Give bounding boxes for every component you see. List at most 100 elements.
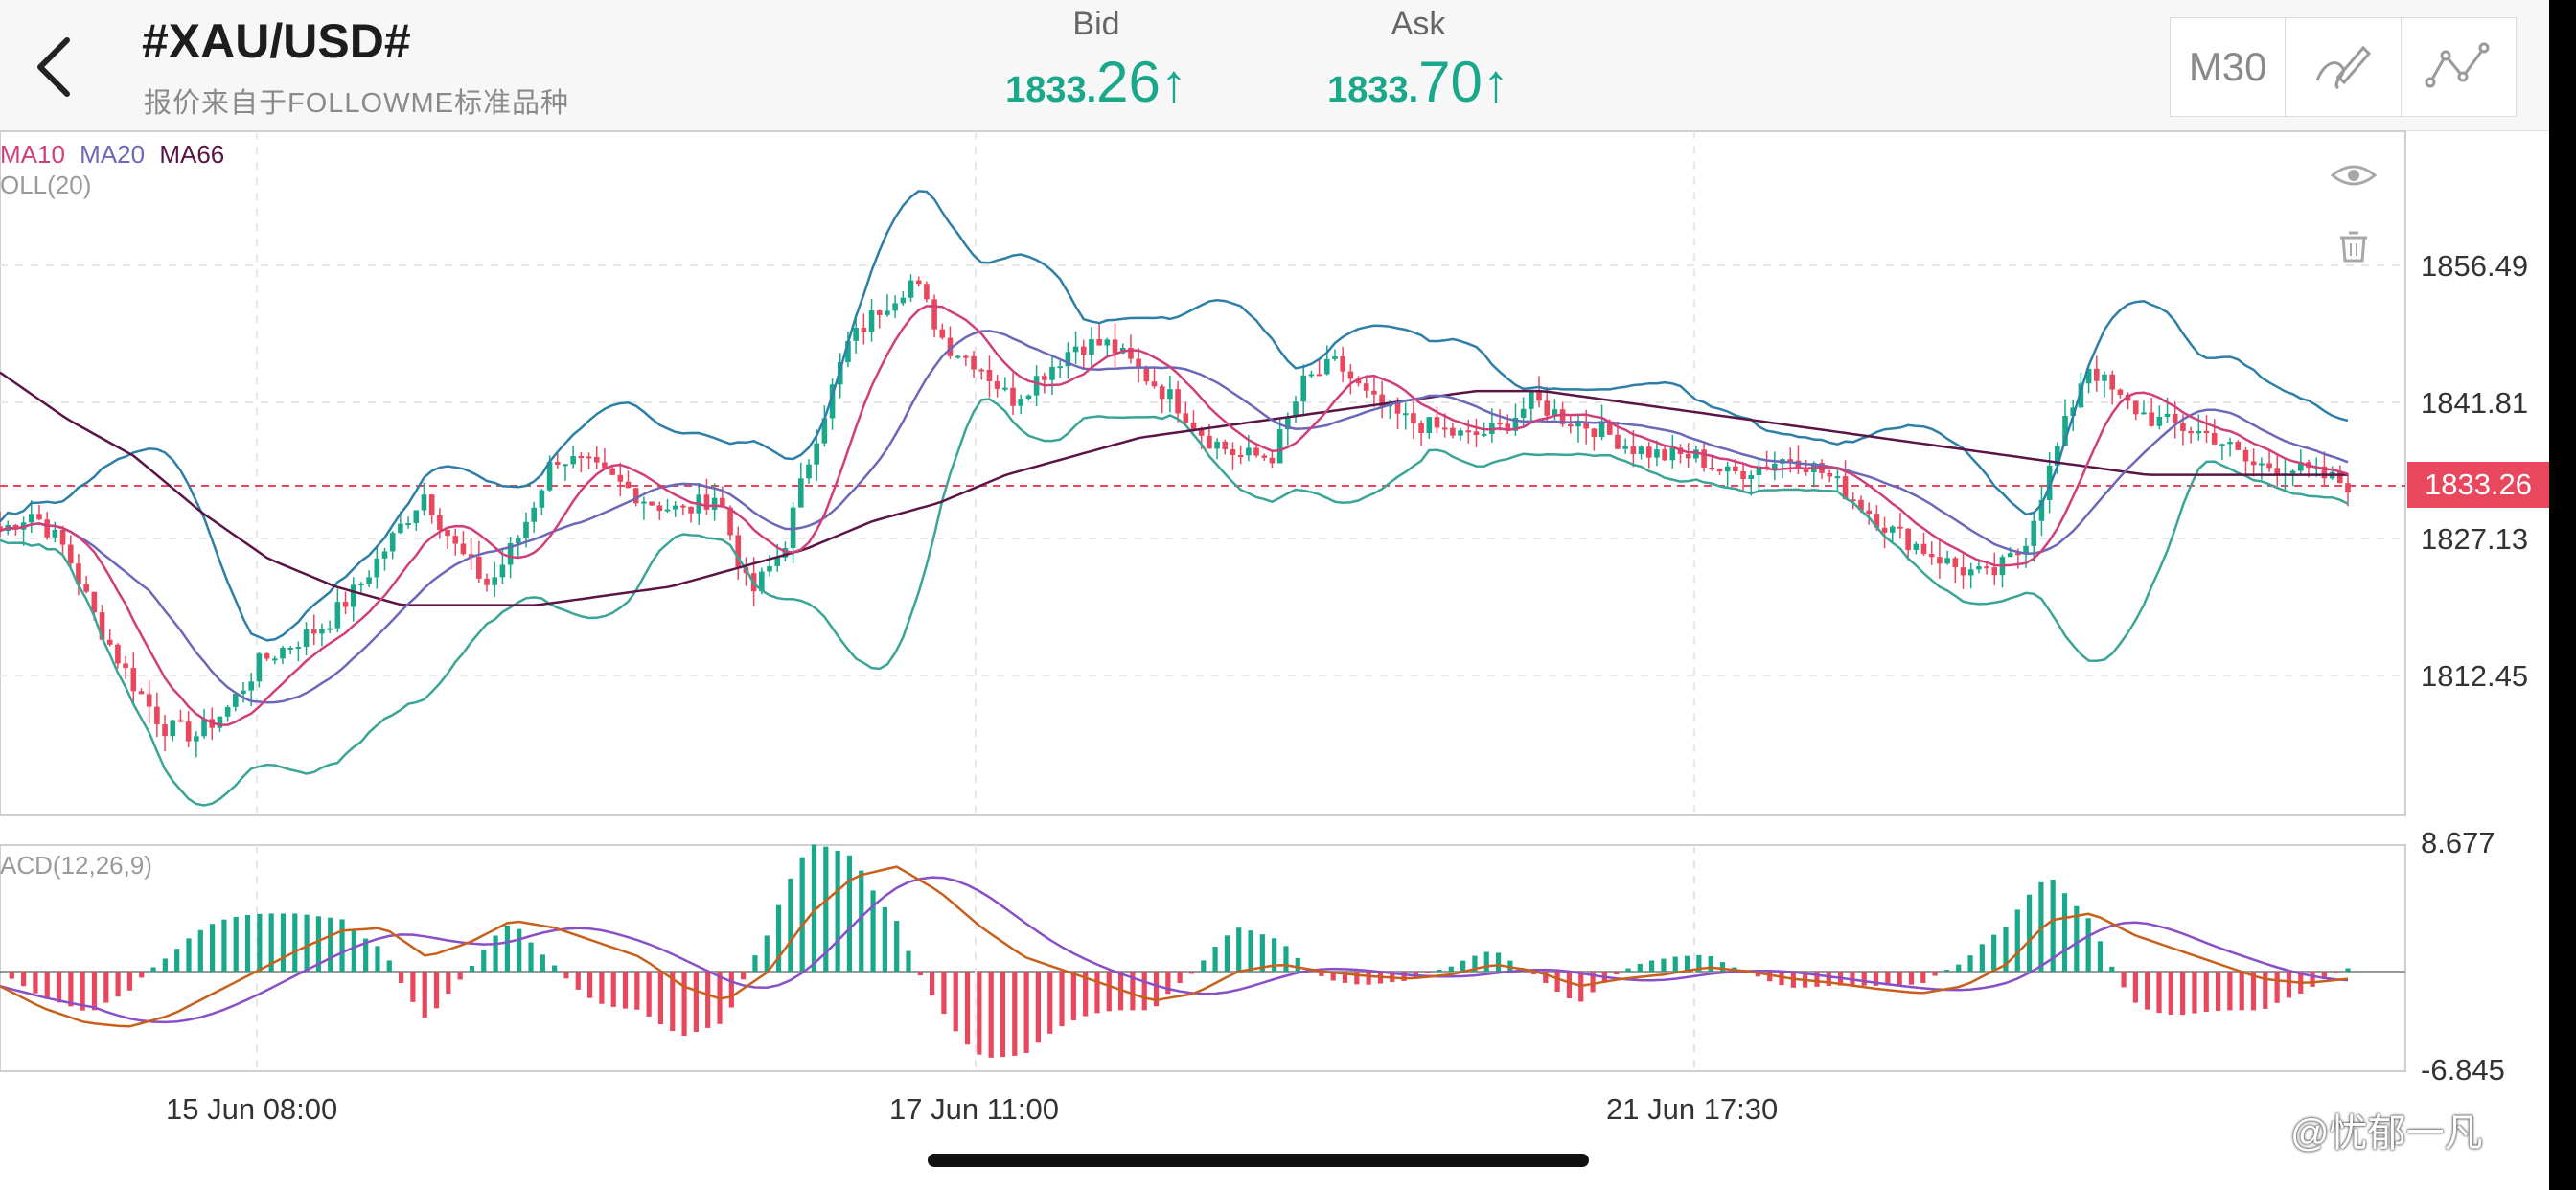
trash-icon[interactable] [2340,231,2367,263]
candle-body [1230,448,1236,455]
candle-body [1645,446,1652,458]
candle-body [516,538,521,543]
candle-body [264,653,270,659]
macd-bar [186,938,192,972]
eye-icon[interactable] [2330,165,2378,186]
macd-bar [1059,972,1065,1027]
candle-body [1207,435,1212,449]
candle-body [759,571,765,592]
candle-body [224,706,231,717]
candle-body [1441,427,1448,430]
macd-bar [2239,972,2244,1011]
ma66-legend: MA66 [159,140,225,169]
device-edge [2549,0,2576,1190]
back-button[interactable] [27,29,84,105]
macd-bar [1236,927,1242,972]
macd-histogram [0,844,2351,1058]
price-axis-label: 1827.13 [2421,522,2529,556]
candle-body [915,280,922,285]
macd-bar [446,972,451,994]
macd-bar [1201,960,1207,972]
candle-body [185,721,192,742]
macd-bar [2168,972,2174,1015]
macd-bar [859,870,864,972]
candle-body [2015,553,2021,556]
candle-body [892,303,898,311]
candle-body [797,478,804,508]
candle-body [381,551,388,559]
macd-bar [1495,952,1502,972]
candle-body [1669,447,1676,461]
macd-bar [1472,955,1478,972]
ma66-line [0,371,2348,606]
candle-body [703,494,710,510]
macd-bar [21,972,27,987]
candle-body [413,510,420,524]
candle-body [1733,466,1738,471]
indicator-lines [0,190,2349,807]
chart-area[interactable] [0,130,2549,1190]
draw-tool-button[interactable] [2286,18,2402,116]
watermark: @忧郁一凡 [2290,1112,2483,1155]
candle-body [1167,389,1173,400]
macd-bar [775,904,782,972]
macd-bar [646,972,652,1017]
candle-body [963,355,969,358]
candle-body [2117,389,2124,395]
candle-body [1967,569,1974,576]
macd-bar [1366,972,1371,985]
candle-body [1787,459,1794,462]
candle-body [978,369,985,372]
ask-box: Ask 1833.70↑ [1313,6,1524,115]
candle-body [1426,417,1433,434]
macd-bar [2074,905,2080,972]
ask-price-integer: 1833. [1327,70,1419,110]
candle-body [1175,389,1181,414]
macd-bar [398,972,404,983]
candle-body [1332,355,1338,359]
candle-body [711,497,718,510]
candle-body [12,524,19,530]
candle-body [578,456,585,459]
candle-body [720,497,725,508]
candle-body [468,554,474,558]
macd-bar [752,955,758,972]
macd-bar [1826,972,1831,987]
macd-bar [1130,972,1136,1011]
macd-bar [1188,972,1195,974]
candle-body [1237,454,1244,457]
macd-bar [504,925,510,972]
candle-body [1709,467,1715,469]
macd-bar [1401,972,1407,981]
indicator-button[interactable] [2402,18,2516,116]
candle-body [2046,465,2053,500]
macd-bar [68,972,74,1007]
candle-body [146,694,152,707]
candle-body [1748,474,1755,479]
macd-bar [799,857,805,972]
macd-bar [2345,968,2351,972]
candle-body [52,529,58,538]
candle-body [672,505,678,510]
header-bar: #XAU/USD# 报价来自于FOLLOWME标准品种 Bid 1833.26↑… [0,0,2549,131]
candle-body [91,591,98,613]
candle-body [2250,461,2257,466]
macd-bar [1224,935,1230,972]
candle-body [2164,413,2171,417]
candle-body [1976,566,1982,570]
candle-body [115,644,121,664]
candle-body [162,723,168,737]
candle-body [1701,449,1707,468]
candle-body [1960,567,1966,576]
macd-bar [2050,880,2056,972]
candle-body [2227,442,2233,445]
macd-bar [162,958,168,972]
macd-dea-line [0,876,2349,1024]
macd-axis-top: 8.677 [2421,826,2496,859]
candle-body [1544,400,1551,416]
candle-body [492,577,498,585]
timeframe-button[interactable]: M30 [2171,18,2287,116]
macd-bar [80,972,85,1011]
candle-body [1355,378,1362,384]
bid-price-decimal: 26 [1096,50,1161,114]
